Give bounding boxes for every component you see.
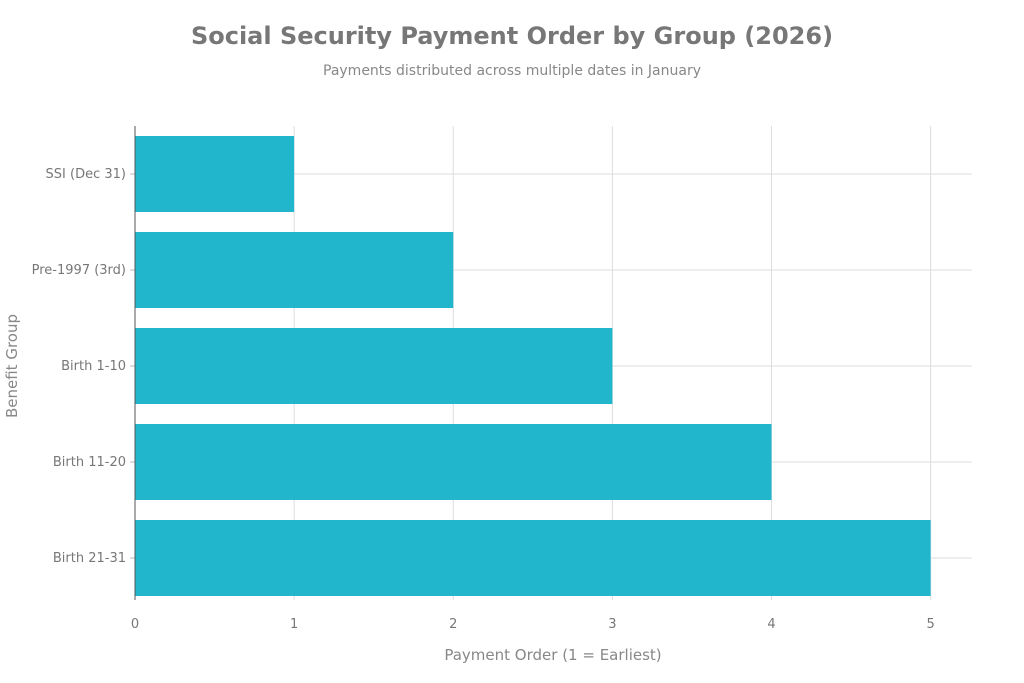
x-tick-label: 5 xyxy=(926,617,934,632)
y-ticks: SSI (Dec 31) Pre-1997 (3rd) Birth 1-10 Birt… xyxy=(32,167,135,566)
y-tick-label: SSI (Dec 31) xyxy=(46,167,126,182)
x-ticks: 0 1 2 3 4 5 xyxy=(131,617,935,632)
y-tick-label: Birth 11-20 xyxy=(53,455,126,470)
bar xyxy=(135,520,931,596)
bar xyxy=(135,136,295,212)
x-tick-label: 2 xyxy=(449,617,457,632)
chart-title: Social Security Payment Order by Group (… xyxy=(191,22,833,50)
bar xyxy=(135,232,454,308)
bar xyxy=(135,424,772,500)
x-tick-label: 0 xyxy=(131,617,139,632)
x-axis-label: Payment Order (1 = Earliest) xyxy=(444,646,661,664)
y-tick-label: Birth 1-10 xyxy=(61,359,126,374)
bars xyxy=(135,136,931,596)
y-tick-label: Birth 21-31 xyxy=(53,551,126,566)
bar xyxy=(135,328,613,404)
x-tick-label: 1 xyxy=(290,617,298,632)
chart-subtitle: Payments distributed across multiple dat… xyxy=(323,63,701,79)
y-tick-label: Pre-1997 (3rd) xyxy=(32,263,126,278)
y-axis-label: Benefit Group xyxy=(3,314,21,418)
x-tick-label: 3 xyxy=(608,617,616,632)
x-tick-label: 4 xyxy=(767,617,775,632)
